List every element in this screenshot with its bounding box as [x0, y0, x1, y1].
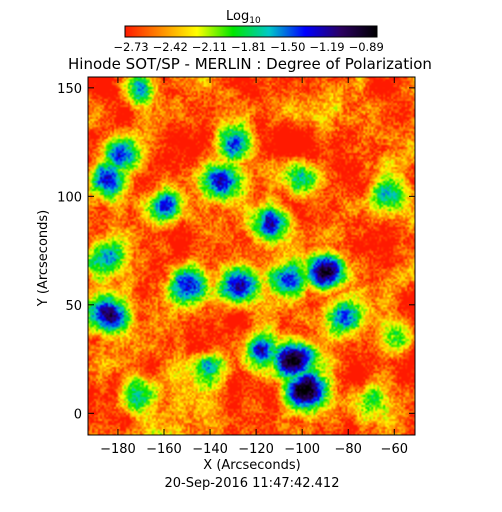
- colorbar-label-subscript: 10: [249, 16, 261, 26]
- chart-title: Hinode SOT/SP - MERLIN : Degree of Polar…: [68, 55, 432, 73]
- plot-area: −180 −160 −140 −120 −100 −80 −60 0 50 100 150: [57, 76, 416, 457]
- polarization-heatmap: [88, 77, 415, 435]
- colorbar-tick-label: −2.42: [153, 40, 188, 54]
- y-tick-label: 0: [74, 407, 82, 422]
- y-axis-label: Y (Arcseconds): [36, 210, 51, 307]
- x-tick-label: −120: [238, 442, 274, 457]
- colorbar-tick-label: −1.50: [270, 40, 305, 54]
- colorbar-tick-label: −0.89: [349, 40, 384, 54]
- colorbar-label: Log10: [226, 9, 261, 26]
- x-axis: −180 −160 −140 −120 −100 −80 −60: [100, 77, 408, 457]
- x-axis-label: X (Arcseconds): [203, 458, 300, 473]
- x-tick-label: −160: [146, 442, 182, 457]
- colorbar-tick-label: −2.11: [192, 40, 227, 54]
- y-tick-label: 50: [65, 299, 82, 314]
- y-axis: 0 50 100 150: [57, 82, 415, 422]
- timestamp: 20-Sep-2016 11:47:42.412: [165, 476, 340, 491]
- colorbar: Log10 −2.73 −2.42 −2.11 −1.81 −1.50 −1.19 −0.8…: [113, 9, 383, 54]
- colorbar-tick-label: −1.81: [231, 40, 266, 54]
- y-tick-label: 100: [57, 190, 82, 205]
- colorbar-label-base: Log: [226, 9, 249, 24]
- x-tick-label: −80: [334, 442, 361, 457]
- plot-frame: [87, 76, 416, 436]
- x-tick-label: −60: [381, 442, 408, 457]
- colorbar-tick-labels: −2.73 −2.42 −2.11 −1.81 −1.50 −1.19 −0.89: [113, 40, 383, 54]
- colorbar-tick-label: −2.73: [113, 40, 148, 54]
- colorbar-bar: [124, 25, 378, 38]
- x-tick-label: −100: [284, 442, 320, 457]
- colorbar-tick-label: −1.19: [309, 40, 344, 54]
- x-tick-label: −180: [100, 442, 136, 457]
- y-tick-label: 150: [57, 82, 82, 97]
- x-tick-label: −140: [192, 442, 228, 457]
